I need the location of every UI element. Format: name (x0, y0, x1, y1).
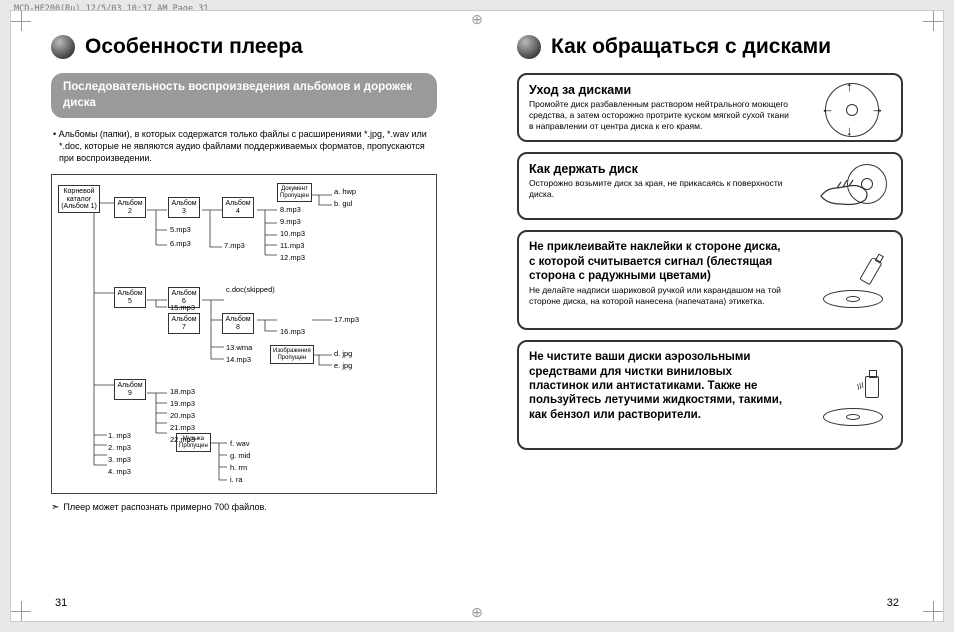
page-spread: ⊕ ⊕ Особенности плеера Последовательност… (10, 10, 944, 622)
page-number: 32 (887, 597, 899, 609)
center-crop-icon: ⊕ (471, 11, 483, 28)
page-title: Особенности плеера (85, 35, 303, 58)
crop-mark (11, 11, 31, 31)
hand-holding-disc-icon (813, 162, 893, 218)
tree-leaf: 10.mp3 (280, 229, 305, 238)
tree-node: Альбом4 (222, 197, 254, 218)
tree-leaf: 3. mp3 (108, 455, 131, 464)
tree-leaf: e. jpg (334, 361, 352, 370)
tree-leaf: a. hwp (334, 187, 356, 196)
tree-leaf: 9.mp3 (280, 217, 301, 226)
tree-node: Альбом8 (222, 313, 254, 334)
bullet-sphere-icon (517, 35, 541, 59)
tree-node: Альбом5 (114, 287, 146, 308)
spray-lines: / / / (855, 381, 864, 392)
footnote-text: Плеер может распознать примерно 700 файл… (63, 502, 266, 512)
tree-node: Альбом7 (168, 313, 200, 334)
page-number: 31 (55, 597, 67, 609)
care-title: Не чистите ваши диски аэрозольными средс… (529, 350, 789, 422)
tree-leaf: 1. mp3 (108, 431, 131, 440)
tree-leaf: 8.mp3 (280, 205, 301, 214)
care-box-spray: Не чистите ваши диски аэрозольными средс… (517, 340, 903, 450)
page-title: Как обращаться с дисками (551, 35, 831, 58)
tree-leaf: 13.wma (226, 343, 252, 352)
tree-leaf: i. ra (230, 475, 243, 484)
tree-leaf: b. gul (334, 199, 352, 208)
tree-leaf: 20.mp3 (170, 411, 195, 420)
folder-tree-diagram: Корневойкаталог(Альбом 1) Альбом2 Альбом… (51, 174, 437, 494)
care-text: Осторожно возьмите диск за края, не прик… (529, 178, 789, 200)
tree-node: Альбом9 (114, 379, 146, 400)
tree-node: Альбом2 (114, 197, 146, 218)
body-text: • Альбомы (папки), в которых содержатся … (51, 128, 437, 164)
tree-leaf: 18.mp3 (170, 387, 195, 396)
tree-leaf: c.doc(skipped) (226, 285, 275, 294)
tree-leaf: 19.mp3 (170, 399, 195, 408)
care-box-cleaning: Уход за дисками Промойте диск разбавленн… (517, 73, 903, 142)
tree-leaf: 4. mp3 (108, 467, 131, 476)
care-box-hold: Как держать диск Осторожно возьмите диск… (517, 152, 903, 220)
subsection-heading: Последовательность воспроизведения альбо… (51, 73, 437, 118)
tree-leaf: 15.mp3 (170, 303, 195, 312)
tree-node-skipped: ИзображенияПропущен (270, 345, 314, 364)
care-text: Промойте диск разбавленным раствором ней… (529, 99, 789, 132)
tree-leaf: 2. mp3 (108, 443, 131, 452)
footnote: ➣ Плеер может распознать примерно 700 фай… (51, 502, 437, 513)
care-box-labels: Не приклеивайте наклейки к стороне диска… (517, 230, 903, 330)
spray-on-disc-icon: / / / (813, 376, 893, 432)
tree-leaf: 5.mp3 (170, 225, 191, 234)
tree-leaf: 17.mp3 (334, 315, 359, 324)
tree-leaf: g. mid (230, 451, 250, 460)
pen-on-disc-icon (813, 258, 893, 314)
right-page: Как обращаться с дисками Уход за дисками… (477, 35, 943, 617)
tree-leaf: d. jpg (334, 349, 352, 358)
tree-leaf: f. wav (230, 439, 250, 448)
tree-leaf: 22.mp3 (170, 435, 195, 444)
tree-node: Альбом3 (168, 197, 200, 218)
tree-node-root: Корневойкаталог(Альбом 1) (58, 185, 100, 213)
tree-leaf: 12.mp3 (280, 253, 305, 262)
tree-leaf: 21.mp3 (170, 423, 195, 432)
tree-leaf: 6.mp3 (170, 239, 191, 248)
tree-leaf: 14.mp3 (226, 355, 251, 364)
arrow-icon: ➣ (51, 502, 59, 513)
tree-leaf: 16.mp3 (280, 327, 305, 336)
disc-wipe-icon: ↑ ↓ ← → (813, 83, 893, 139)
care-title: Не приклеивайте наклейки к стороне диска… (529, 240, 789, 283)
tree-leaf: h. rm (230, 463, 247, 472)
tree-leaf: 7.mp3 (224, 241, 245, 250)
care-text: Не делайте надписи шариковой ручкой или … (529, 285, 789, 307)
tree-leaf: 11.mp3 (280, 241, 304, 250)
tree-node-skipped: ДокументПропущен (277, 183, 312, 202)
crop-mark (923, 11, 943, 31)
bullet-sphere-icon (51, 35, 75, 59)
left-page: Особенности плеера Последовательность во… (11, 35, 477, 617)
